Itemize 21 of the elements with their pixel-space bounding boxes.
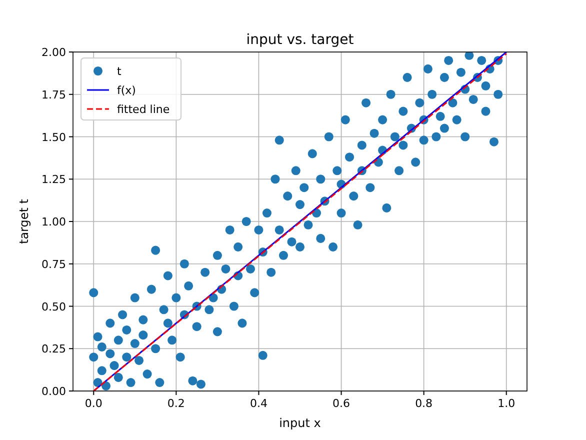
x-axis-title: input x — [279, 416, 321, 430]
x-tick-label: 0.4 — [250, 397, 268, 410]
legend-label: fitted line — [117, 103, 170, 116]
y-axis-title: target t — [17, 198, 31, 244]
x-tick-label: 0.6 — [332, 397, 350, 410]
y-tick-label: 1.00 — [42, 216, 66, 228]
chart-title: input vs. target — [246, 32, 354, 48]
y-tick-label: 0.00 — [42, 385, 66, 398]
y-tick-label: 0.25 — [42, 342, 66, 356]
y-tick-label: 1.75 — [42, 88, 66, 102]
x-tick-label: 0.2 — [167, 397, 185, 410]
x-tick-label: 1.0 — [498, 397, 516, 410]
y-tick-label: 1.50 — [42, 130, 66, 144]
x-tick-label: 0.8 — [415, 397, 433, 410]
y-tick-label: 2.00 — [42, 46, 66, 59]
x-tick-label: 0.0 — [84, 397, 102, 410]
y-tick-label: 0.50 — [42, 300, 66, 314]
legend-label: f(x) — [117, 84, 136, 97]
y-tick-label: 1.25 — [42, 173, 66, 186]
legend-label: t — [117, 65, 122, 78]
y-tick-label: 0.75 — [42, 258, 66, 271]
